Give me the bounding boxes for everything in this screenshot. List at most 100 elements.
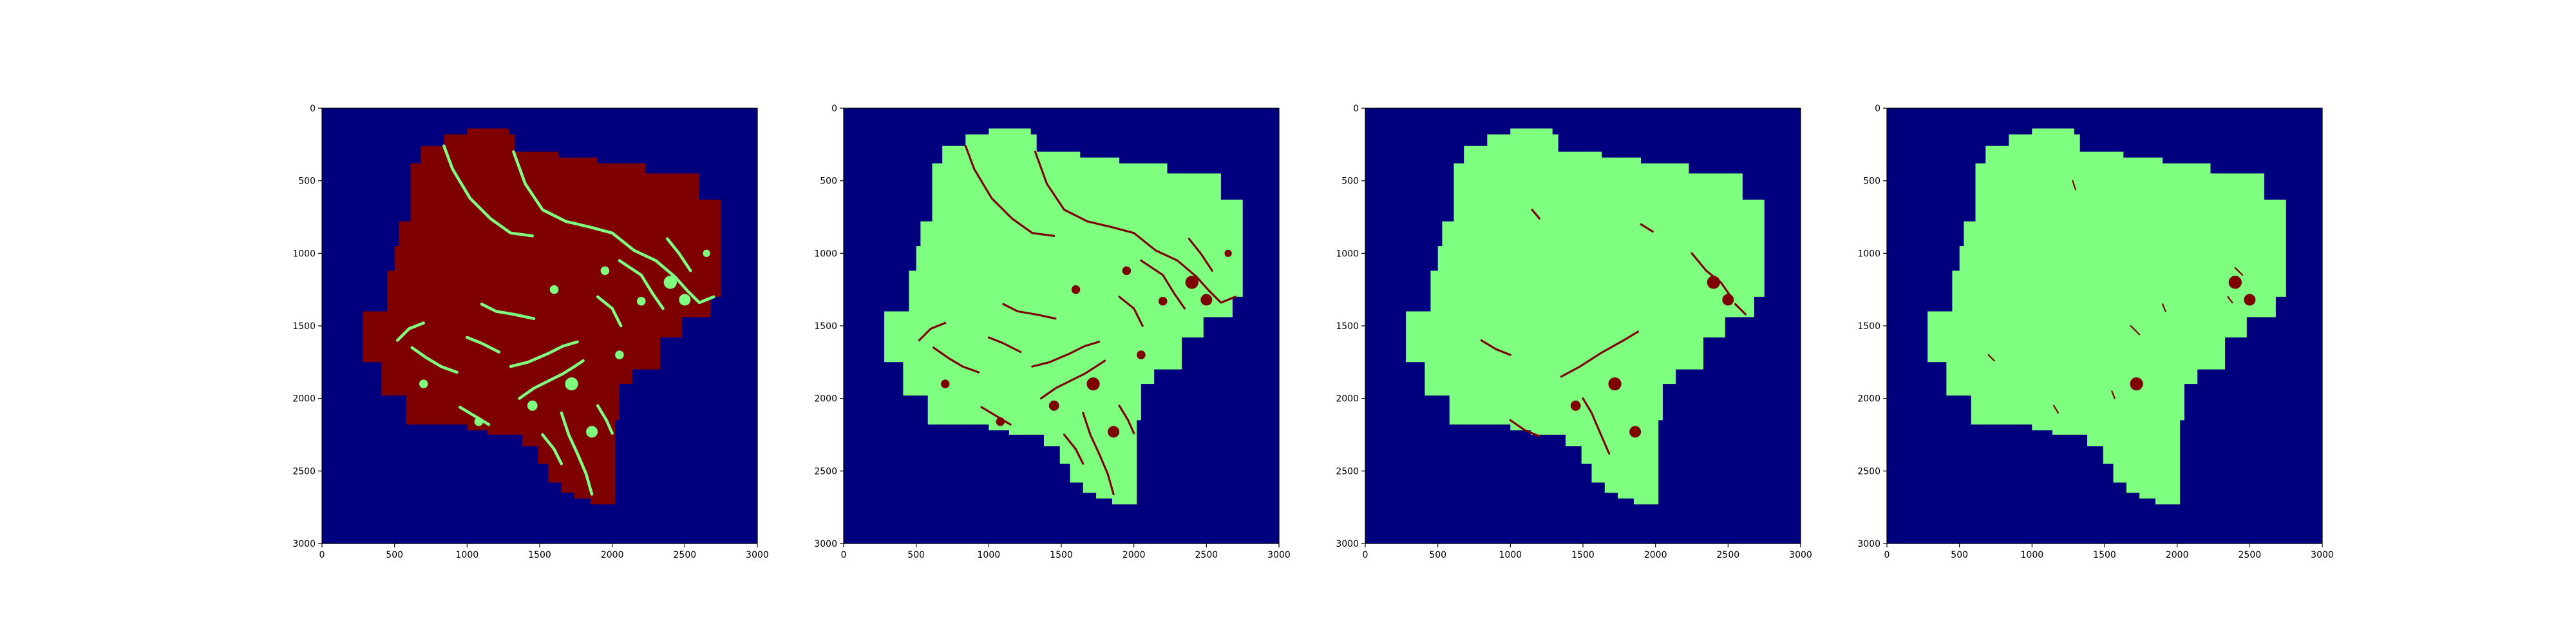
x-tick-label: 0 (1363, 550, 1368, 560)
feature-channel (2227, 296, 2233, 304)
footprint-region (1406, 128, 1765, 505)
x-tick-label: 0 (1884, 550, 1890, 560)
y-tick-label: 0 (831, 104, 837, 114)
feature-blob (2228, 276, 2242, 289)
feature-blob (600, 266, 610, 276)
feature-blob (1224, 249, 1232, 257)
feature-channel (987, 336, 1022, 354)
feature-channel (1188, 238, 1213, 272)
feature-blob (1707, 276, 1720, 289)
panels: 0 500 1000 1500 2000 2500 30000500100015002000… (292, 104, 2333, 560)
x-tick-label: 500 (907, 550, 925, 560)
feature-blob (1158, 296, 1168, 306)
feature-channel (980, 406, 1012, 426)
feature-channel (1154, 249, 1236, 304)
x-tick-label: 1500 (528, 550, 551, 560)
feature-channel (1582, 397, 1611, 455)
panel-3: 0 500 1000 1500 2000 2500 3000 0 500 1000 1500 2000… (1336, 104, 1812, 560)
x-tick-label: 1500 (1050, 550, 1073, 560)
x-tick-label: 0 (841, 550, 847, 560)
y-tick-label: 1500 (1857, 321, 1880, 332)
x-tick-label: 1500 (2093, 550, 2116, 560)
feature-channel (1118, 404, 1135, 435)
x-tick-label: 2500 (674, 550, 697, 560)
feature-channel (2161, 303, 2166, 312)
x-tick-label: 2000 (1644, 550, 1667, 560)
y-tick-label: 1500 (1336, 321, 1359, 332)
x-tick-label: 3000 (1789, 550, 1812, 560)
feature-channel (2234, 267, 2244, 276)
feature-channel (933, 346, 980, 374)
y-tick-label: 1000 (1336, 249, 1359, 259)
y-tick-label: 2500 (292, 466, 316, 477)
feature-channel (1480, 339, 1511, 356)
x-tick-label: 2000 (1122, 550, 1146, 560)
x-tick-label: 3000 (746, 550, 769, 560)
feature-blob (2244, 294, 2256, 306)
feature-channel (512, 150, 636, 252)
y-tick-label: 1000 (814, 249, 837, 259)
y-tick-label: 3000 (814, 539, 837, 549)
y-tick-label: 0 (1353, 104, 1359, 114)
feature-channel (596, 295, 623, 328)
footprint-region (363, 128, 721, 505)
feature-channel (666, 237, 692, 272)
feature-channel (1002, 303, 1057, 320)
y-tick-label: 3000 (1336, 539, 1359, 549)
x-tick-label: 3000 (1267, 550, 1291, 560)
x-tick-label: 1000 (2021, 550, 2044, 560)
footprint-region (1927, 128, 2286, 505)
feature-blob (1048, 401, 1059, 411)
x-tick-label: 3000 (2311, 550, 2334, 560)
feature-blob (703, 249, 710, 257)
feature-channel (596, 404, 614, 435)
feature-blob (679, 294, 691, 306)
feature-channel (1531, 209, 1540, 220)
feature-channel (560, 411, 594, 496)
x-tick-label: 1000 (1499, 550, 1522, 560)
y-tick-label: 0 (310, 104, 316, 114)
feature-blob (1086, 377, 1100, 391)
footprint-region (884, 128, 1243, 505)
feature-channel (2052, 404, 2060, 414)
panel-4: 0 500 1000 1500 2000 2500 3000 0 500 1000 1500 2000… (1857, 104, 2333, 560)
feature-channel (458, 405, 491, 426)
y-tick-label: 2000 (292, 394, 316, 404)
x-tick-label: 500 (1429, 550, 1446, 560)
feature-channel (442, 144, 534, 238)
feature-channel (1509, 419, 1540, 437)
feature-channel (1082, 412, 1115, 495)
feature-blob (549, 285, 559, 294)
y-tick-label: 2000 (1857, 394, 1880, 404)
x-tick-label: 2000 (2166, 550, 2189, 560)
feature-channel (1140, 260, 1186, 310)
feature-channel (1560, 330, 1640, 378)
feature-channel (1640, 223, 1654, 233)
y-tick-label: 500 (820, 176, 837, 187)
feature-channel (466, 336, 501, 354)
feature-blob (419, 379, 428, 388)
y-tick-label: 2500 (814, 466, 837, 477)
feature-channel (964, 145, 1056, 237)
feature-blob (2130, 377, 2143, 391)
feature-blob (663, 276, 677, 289)
feature-blob (996, 417, 1005, 426)
y-tick-label: 500 (1341, 176, 1359, 187)
y-tick-label: 2000 (1336, 394, 1359, 404)
feature-blob (1122, 266, 1132, 276)
feature-channel (2130, 325, 2141, 336)
feature-blob (527, 401, 538, 411)
feature-channel (518, 359, 585, 400)
y-tick-label: 3000 (292, 539, 316, 549)
feature-blob (1137, 350, 1146, 359)
feature-blob (586, 426, 598, 438)
y-tick-label: 500 (298, 176, 316, 187)
x-tick-label: 2500 (1195, 550, 1218, 560)
x-tick-label: 1500 (1571, 550, 1595, 560)
y-tick-label: 1000 (1857, 249, 1880, 259)
x-tick-label: 0 (319, 550, 325, 560)
feature-blob (1108, 426, 1120, 438)
feature-channel (918, 321, 947, 342)
feature-channel (1063, 433, 1084, 465)
